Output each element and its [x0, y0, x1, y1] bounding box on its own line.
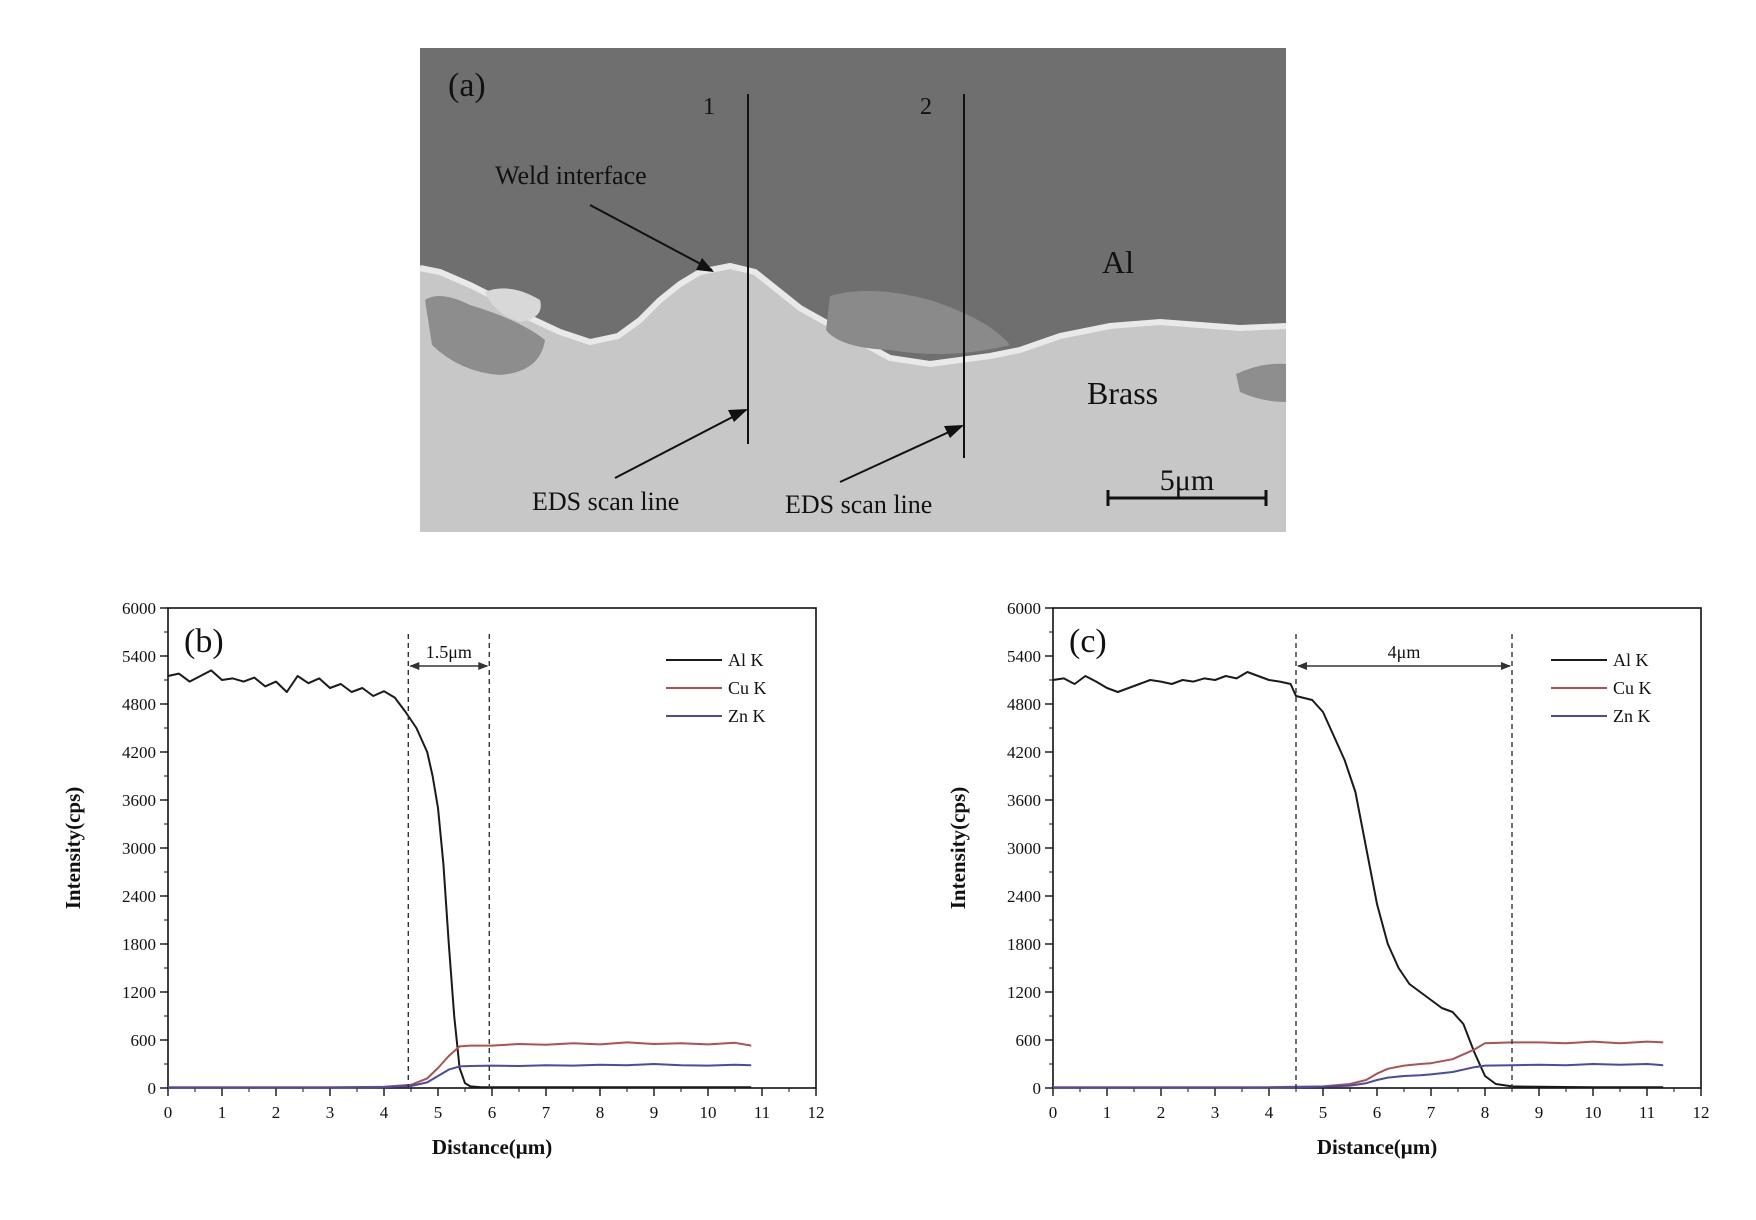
y-tick-label: 6000 [122, 599, 156, 618]
scale-bar-label: 5μm [1160, 464, 1214, 497]
brass-label: Brass [1087, 375, 1158, 411]
y-tick-label: 6000 [1007, 599, 1041, 618]
al-label: Al [1102, 244, 1134, 280]
eds-line-scan-chart-b: 0 1 2 3 4 5 6 7 8 9 10 11 12060012001800240030003600… [61, 599, 825, 1159]
dark-inclusion-right [1236, 363, 1286, 402]
annotation-label: 4μm [1388, 642, 1421, 662]
y-tick-label: 0 [148, 1079, 157, 1098]
x-axis-label: Distance(μm) [1317, 1135, 1437, 1159]
x-tick-label: 9 [1535, 1103, 1544, 1122]
interface-edge [419, 262, 1287, 368]
y-tick-label: 3000 [122, 839, 156, 858]
eds-line-scan-chart-c: 0 1 2 3 4 5 6 7 8 9 10 11 12060012001800240030003600… [946, 599, 1710, 1159]
series-line [1052, 671, 1664, 1089]
annotation-arrow-head [478, 662, 489, 670]
annotation-arrow-head [1297, 662, 1307, 670]
y-tick-label: 4200 [122, 743, 156, 762]
annotation-arrow-head [409, 662, 420, 670]
x-tick-label: 10 [700, 1103, 717, 1122]
y-tick-label: 3000 [1007, 839, 1041, 858]
y-tick-label: 1200 [1007, 983, 1041, 1002]
x-tick-label: 5 [1319, 1103, 1328, 1122]
sem-image-panel: (a) 1 2 Weld interface Al Brass EDS scan… [419, 48, 1287, 532]
x-tick-label: 11 [1639, 1103, 1655, 1122]
x-tick-label: 7 [542, 1103, 551, 1122]
panel-label: (b) [184, 623, 224, 660]
y-tick-label: 1200 [122, 983, 156, 1002]
y-tick-label: 4200 [1007, 743, 1041, 762]
eds-scan-line-label-2: EDS scan line [785, 490, 932, 519]
x-tick-label: 1 [218, 1103, 227, 1122]
x-tick-label: 6 [1373, 1103, 1382, 1122]
plot-frame [167, 607, 817, 1089]
series-line [1053, 1063, 1664, 1089]
x-axis-label: Distance(μm) [432, 1135, 552, 1159]
x-tick-label: 0 [164, 1103, 173, 1122]
x-tick-label: 1 [1103, 1103, 1112, 1122]
x-tick-label: 8 [1481, 1103, 1490, 1122]
legend-label: Al K [1613, 650, 1649, 670]
x-tick-label: 3 [1211, 1103, 1220, 1122]
x-tick-label: 0 [1049, 1103, 1058, 1122]
x-tick-label: 2 [1157, 1103, 1166, 1122]
y-tick-label: 4800 [1007, 695, 1041, 714]
panel-a-label: (a) [448, 67, 486, 104]
y-tick-label: 2400 [122, 887, 156, 906]
x-tick-label: 2 [272, 1103, 281, 1122]
y-tick-label: 2400 [1007, 887, 1041, 906]
weld-interface-arrow-head [696, 258, 714, 272]
annotation-label: 1.5μm [426, 642, 472, 662]
x-tick-label: 12 [808, 1103, 825, 1122]
x-tick-label: 12 [1693, 1103, 1710, 1122]
scan-line-2-label: 2 [920, 94, 932, 120]
weld-interface-arrow-shaft [589, 204, 713, 271]
x-tick-label: 3 [326, 1103, 335, 1122]
x-tick-label: 5 [434, 1103, 443, 1122]
y-tick-label: 0 [1033, 1079, 1042, 1098]
y-tick-label: 1800 [122, 935, 156, 954]
y-tick-label: 3600 [1007, 791, 1041, 810]
x-tick-label: 9 [650, 1103, 659, 1122]
y-tick-label: 4800 [122, 695, 156, 714]
series-line [167, 669, 752, 1089]
y-tick-label: 5400 [122, 647, 156, 666]
legend-label: Al K [728, 650, 764, 670]
x-tick-label: 11 [754, 1103, 770, 1122]
x-tick-label: 4 [1265, 1103, 1274, 1122]
al-region [420, 48, 1286, 364]
y-tick-label: 600 [131, 1031, 157, 1050]
eds-arrow-1-shaft [614, 409, 747, 479]
eds-arrow-2-shaft [839, 425, 963, 483]
x-tick-label: 7 [1427, 1103, 1436, 1122]
y-tick-label: 3600 [122, 791, 156, 810]
x-tick-label: 10 [1585, 1103, 1602, 1122]
x-tick-label: 4 [380, 1103, 389, 1122]
x-tick-label: 6 [488, 1103, 497, 1122]
x-tick-label: 8 [596, 1103, 605, 1122]
y-tick-label: 600 [1016, 1031, 1042, 1050]
series-line [168, 1063, 752, 1089]
legend-label: Zn K [1613, 706, 1651, 726]
weld-interface-label: Weld interface [495, 161, 647, 190]
panel-label: (c) [1069, 623, 1107, 660]
eds-scan-line-label-1: EDS scan line [532, 487, 679, 516]
scan-line-1-label: 1 [703, 94, 715, 120]
y-tick-label: 1800 [1007, 935, 1041, 954]
light-inclusion-left [485, 288, 541, 322]
y-axis-label: Intensity(cps) [946, 787, 970, 910]
y-axis-label: Intensity(cps) [61, 787, 85, 910]
dark-inclusion-left [425, 296, 545, 375]
legend-label: Cu K [728, 678, 767, 698]
legend-label: Cu K [1613, 678, 1652, 698]
annotation-arrow-head [1501, 662, 1511, 670]
eds-arrow-1-head [728, 409, 748, 422]
y-tick-label: 5400 [1007, 647, 1041, 666]
legend-label: Zn K [728, 706, 766, 726]
eds-arrow-2-head [944, 425, 964, 438]
